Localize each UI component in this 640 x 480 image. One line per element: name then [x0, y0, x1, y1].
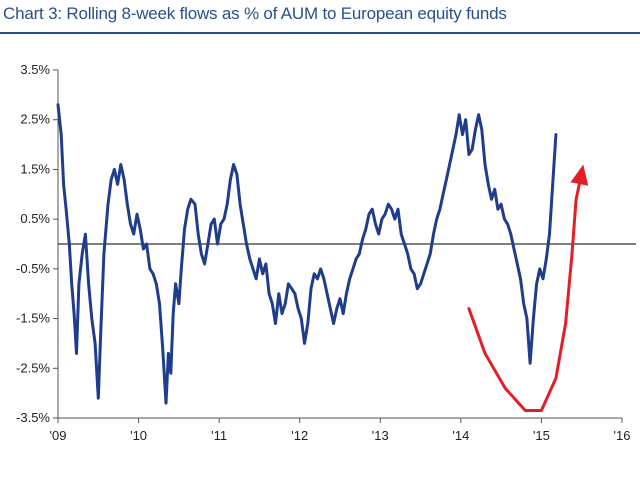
x-tick-label: '15 — [533, 428, 550, 443]
x-tick-label: '10 — [130, 428, 147, 443]
series-group — [56, 103, 558, 405]
y-axis-ticks: 3.5% 2.5% 1.5% 0.5% -0.5% -1.5% -2.5% -3.5% — [16, 62, 58, 425]
x-tick-label: '11 — [211, 428, 227, 443]
y-tick-label: -1.5% — [16, 311, 50, 326]
x-tick-label: '14 — [452, 428, 469, 443]
annotation-group — [467, 164, 589, 412]
title-divider — [0, 32, 640, 34]
y-tick-label: 1.5% — [20, 161, 50, 176]
chart-title: Chart 3: Rolling 8-week flows as % of AU… — [3, 4, 507, 23]
arrow-head-icon — [570, 164, 589, 186]
x-tick-label: '09 — [50, 428, 67, 443]
x-tick-label: '13 — [372, 428, 389, 443]
y-tick-label: -0.5% — [16, 261, 50, 276]
x-axis-ticks: '09 '10 '11 '12 '13 '14 '15 '16 — [50, 418, 631, 443]
series-line — [56, 103, 558, 405]
red-trend-arrow — [467, 182, 581, 412]
x-tick-label: '12 — [291, 428, 308, 443]
y-tick-label: -3.5% — [16, 410, 50, 425]
y-tick-label: 3.5% — [20, 62, 50, 77]
y-tick-label: -2.5% — [16, 360, 50, 375]
y-tick-label: 2.5% — [20, 112, 50, 127]
x-tick-label: '16 — [614, 428, 631, 443]
y-tick-label: 0.5% — [20, 211, 50, 226]
